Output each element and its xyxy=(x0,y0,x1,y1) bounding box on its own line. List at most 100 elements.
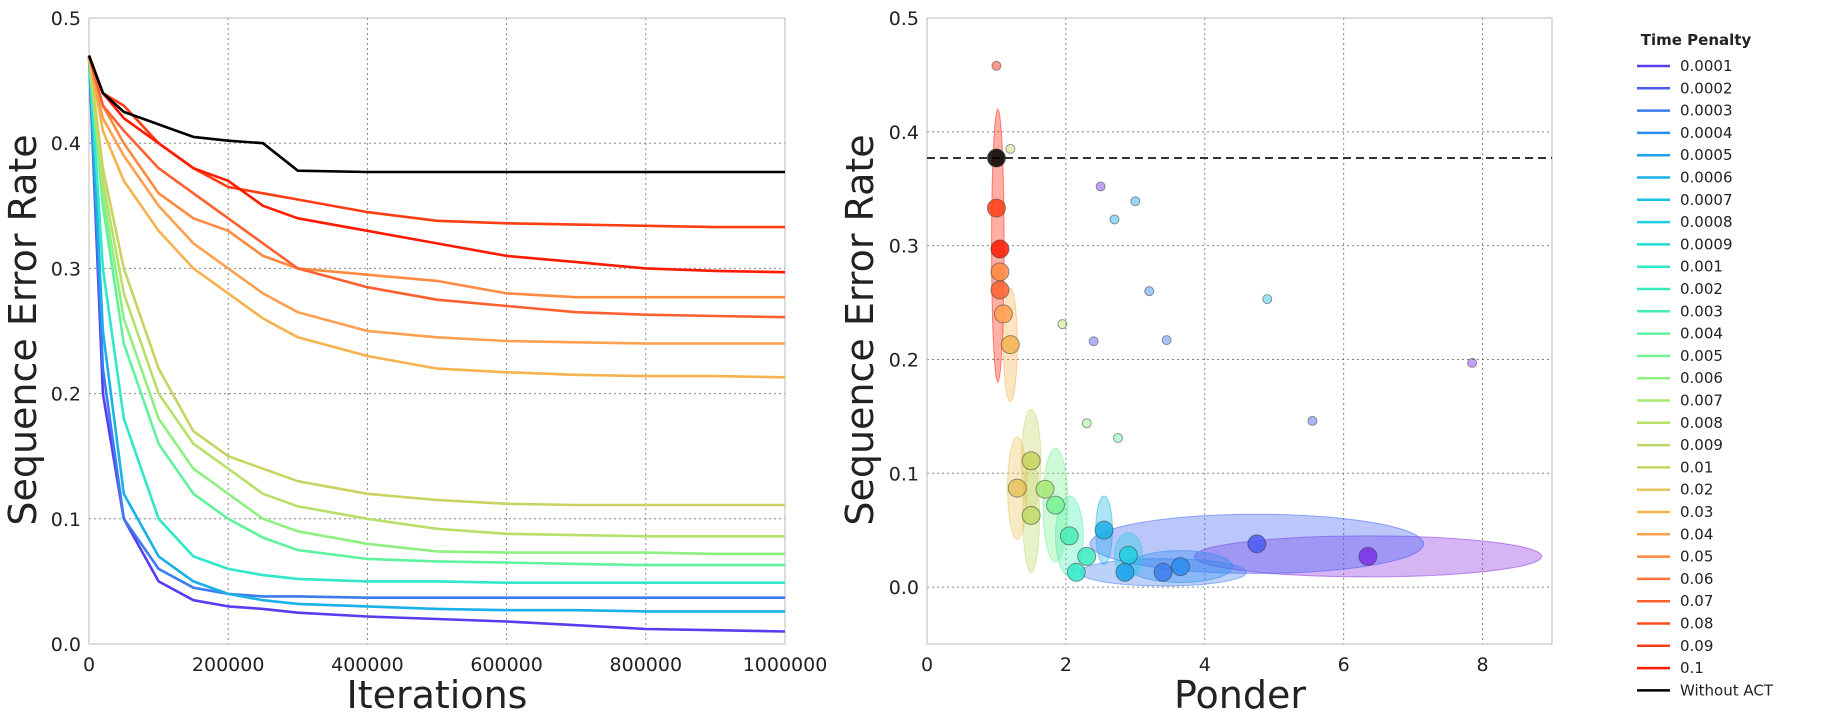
legend-label: 0.0005 xyxy=(1680,146,1733,164)
left-x-tick-label: 200000 xyxy=(192,654,265,676)
series-line-0.0001 xyxy=(87,55,786,633)
left-x-tick-label: 800000 xyxy=(610,654,683,676)
right-y-tick-label: 0.3 xyxy=(889,236,919,258)
run-point xyxy=(1144,286,1155,297)
mean-point xyxy=(1000,335,1020,355)
mean-point xyxy=(1021,505,1041,525)
legend-label: 0.0009 xyxy=(1680,235,1733,253)
right-tick-labels: 0 2 4 6 8 0.0 0.1 0.2 0.3 0.4 0.5 xyxy=(889,8,1489,676)
run-point xyxy=(1005,143,1016,154)
legend-label: 0.006 xyxy=(1680,369,1723,387)
legend-label: 0.09 xyxy=(1680,637,1713,655)
legend-label: 0.07 xyxy=(1680,592,1713,610)
legend-label: 0.0003 xyxy=(1680,102,1733,120)
legend-label: 0.0002 xyxy=(1680,79,1733,97)
legend-label: Without ACT xyxy=(1680,681,1774,699)
left-y-tick-label: 0.5 xyxy=(51,8,81,30)
mean-point xyxy=(1035,479,1055,499)
legend-label: 0.0004 xyxy=(1680,124,1733,142)
right-x-tick-label: 8 xyxy=(1477,654,1489,676)
right-plot-frame xyxy=(926,17,1553,645)
run-point xyxy=(1109,214,1120,225)
mean-point xyxy=(1007,478,1027,498)
mean-point xyxy=(990,280,1010,300)
run-point xyxy=(1467,357,1478,368)
left-tick-labels: 0 200000 400000 600000 800000 1000000 0.0 0.1 0.… xyxy=(51,8,828,676)
series-line-0.09 xyxy=(87,55,785,229)
legend-label: 0.02 xyxy=(1680,481,1713,499)
legend-label: 0.1 xyxy=(1680,659,1704,677)
legend-label: 0.01 xyxy=(1680,458,1713,476)
series-line-0.07 xyxy=(87,55,786,319)
legend: Time Penalty 0.00010.00020.00030.00040.0… xyxy=(1637,31,1774,699)
right-scatter-points xyxy=(986,60,1478,582)
series-line-0.001 xyxy=(87,55,785,585)
legend-label: 0.008 xyxy=(1680,414,1723,432)
left-x-axis-label: Iterations xyxy=(347,673,528,717)
run-point xyxy=(1088,336,1099,347)
series-line-without-act xyxy=(87,55,785,174)
right-y-tick-label: 0.1 xyxy=(889,463,919,485)
legend-label: 0.0008 xyxy=(1680,213,1733,231)
legend-label: 0.003 xyxy=(1680,302,1723,320)
right-y-tick-label: 0.2 xyxy=(889,349,919,371)
mean-point xyxy=(1153,562,1173,582)
run-point xyxy=(1095,181,1106,192)
mean-point xyxy=(1059,526,1079,546)
legend-items: 0.0001 0.0002 0.0003 0.0004 0.0005 0.0006 0.00… xyxy=(1637,57,1774,699)
right-y-tick-label: 0.0 xyxy=(889,577,919,599)
left-x-tick-label: 400000 xyxy=(331,654,404,676)
right-x-tick-label: 6 xyxy=(1338,654,1350,676)
mean-point xyxy=(1247,534,1267,554)
right-y-tick-label: 0.5 xyxy=(889,8,919,30)
mean-point xyxy=(1115,562,1135,582)
mean-point xyxy=(1358,546,1378,566)
right-y-tick-label: 0.4 xyxy=(889,122,919,144)
mean-point xyxy=(993,304,1013,324)
legend-label: 0.007 xyxy=(1680,392,1723,410)
legend-label: 0.002 xyxy=(1680,280,1723,298)
line-chart-panel: 0 200000 400000 600000 800000 1000000 0.0 0.1 0.… xyxy=(1,8,827,717)
run-point xyxy=(991,60,1002,71)
legend-label: 0.004 xyxy=(1680,325,1723,343)
mean-point xyxy=(1170,557,1190,577)
legend-label: 0.0007 xyxy=(1680,191,1733,209)
left-x-tick-label: 600000 xyxy=(470,654,543,676)
series-line-0.05 xyxy=(87,55,785,299)
run-point xyxy=(1262,294,1273,305)
series-line-0.006 xyxy=(87,55,785,556)
mean-point xyxy=(1077,546,1097,566)
run-point xyxy=(1112,432,1123,443)
run-point xyxy=(1161,335,1172,346)
run-point xyxy=(1307,415,1318,426)
legend-label: 0.05 xyxy=(1680,548,1713,566)
left-x-tick-label: 1000000 xyxy=(743,654,828,676)
series-line-0.1 xyxy=(87,55,786,274)
legend-label: 0.005 xyxy=(1680,347,1723,365)
legend-label: 0.009 xyxy=(1680,436,1723,454)
legend-title: Time Penalty xyxy=(1641,31,1752,49)
legend-label: 0.06 xyxy=(1680,570,1713,588)
series-line-0.04 xyxy=(87,55,785,345)
legend-label: 0.03 xyxy=(1680,503,1713,521)
series-line-0.0003 xyxy=(87,55,785,600)
mean-point xyxy=(1066,562,1086,582)
series-line-0.008 xyxy=(87,55,785,538)
series-line-0.0006 xyxy=(87,55,785,613)
series-line-0.03 xyxy=(87,55,786,379)
left-x-tick-label: 0 xyxy=(83,654,95,676)
right-ellipses xyxy=(991,108,1543,587)
series-line-0.01 xyxy=(87,55,785,507)
run-point xyxy=(1081,418,1092,429)
left-y-tick-label: 0.4 xyxy=(51,133,81,155)
left-y-tick-label: 0.3 xyxy=(51,258,81,280)
mean-point xyxy=(1045,495,1065,515)
right-x-tick-label: 2 xyxy=(1060,654,1072,676)
left-series-lines xyxy=(87,55,786,633)
left-y-tick-label: 0.1 xyxy=(51,509,81,531)
mean-point xyxy=(990,262,1010,282)
mean-point xyxy=(1118,545,1138,565)
left-y-tick-label: 0.0 xyxy=(51,634,81,656)
scatter-chart-panel: 0 2 4 6 8 0.0 0.1 0.2 0.3 0.4 0.5 Ponder Sequence … xyxy=(838,8,1553,717)
